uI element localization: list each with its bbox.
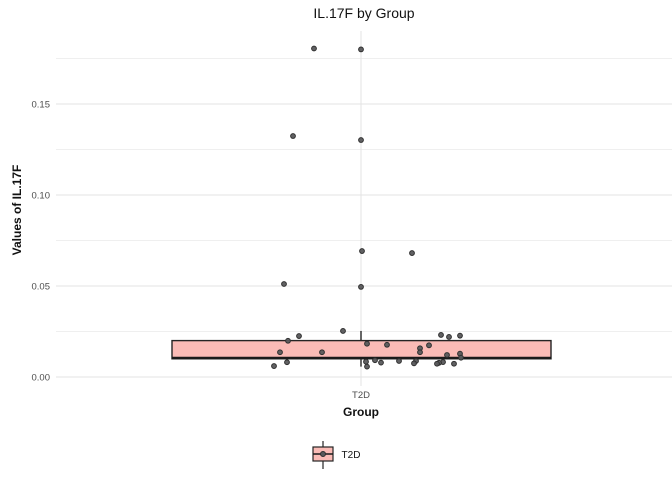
- legend-label: T2D: [341, 449, 361, 461]
- jitter-point: [340, 328, 346, 334]
- jitter-point: [358, 46, 364, 53]
- jitter-point: [358, 284, 364, 290]
- jitter-point: [284, 359, 290, 366]
- jitter-point: [311, 45, 317, 52]
- jitter-point: [417, 349, 423, 356]
- y-tick-label: 0.00: [32, 373, 51, 384]
- jitter-point: [359, 248, 365, 254]
- jitter-point: [363, 358, 369, 365]
- jitter-point: [434, 360, 440, 367]
- x-axis-title: Group: [343, 405, 379, 419]
- y-tick-label: 0.15: [32, 100, 51, 111]
- jitter-point: [426, 342, 432, 349]
- y-tick-label: 0.05: [32, 282, 51, 293]
- jitter-point: [290, 133, 296, 139]
- jitter-point: [281, 281, 287, 287]
- legend-key-boxplot-glyph: [311, 441, 334, 469]
- jitter-point: [364, 340, 370, 347]
- jitter-point: [457, 332, 463, 339]
- legend-point: [319, 451, 326, 457]
- jitter-point: [296, 333, 302, 339]
- y-tick-label: 0.10: [32, 191, 51, 202]
- jitter-point: [444, 352, 450, 358]
- jitter-point: [396, 358, 402, 364]
- jitter-point: [438, 332, 444, 338]
- jitter-point: [277, 349, 283, 356]
- jitter-point: [384, 341, 390, 348]
- jitter-point: [409, 250, 415, 256]
- jitter-point: [446, 334, 452, 340]
- chart-title: IL.17F by Group: [313, 5, 415, 21]
- jitter-point: [358, 137, 364, 143]
- jitter-point: [285, 337, 291, 344]
- jitter-point: [372, 357, 378, 364]
- jitter-point: [451, 360, 457, 367]
- jitter-point: [378, 359, 384, 366]
- legend: T2D: [0, 439, 672, 471]
- jitter-point: [458, 354, 464, 361]
- jitter-point: [411, 360, 417, 367]
- jitter-point: [319, 349, 325, 356]
- box-t2d: [171, 339, 552, 360]
- jitter-point: [271, 363, 277, 369]
- jitter-point: [364, 363, 370, 370]
- x-tick-label: T2D: [352, 390, 370, 401]
